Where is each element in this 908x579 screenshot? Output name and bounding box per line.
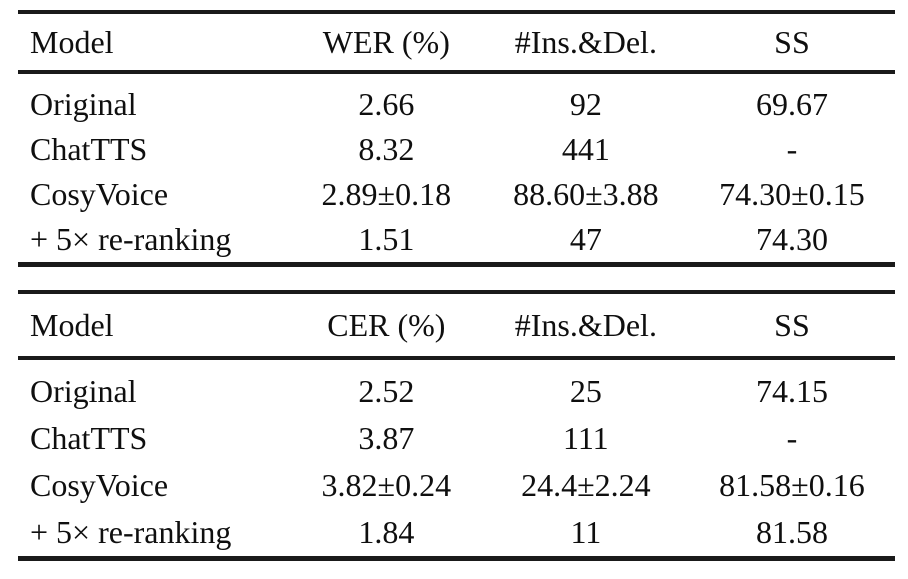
table-row: ChatTTS 3.87 111 - bbox=[18, 415, 895, 462]
value-cell: 81.58±0.16 bbox=[719, 467, 865, 503]
cer-header-insdel: #Ins.&Del. bbox=[514, 306, 657, 343]
model-cell: ChatTTS bbox=[30, 420, 148, 456]
model-cell: + 5× re-ranking bbox=[30, 221, 232, 257]
model-cell: CosyVoice bbox=[30, 176, 169, 212]
value-cell: 2.89±0.18 bbox=[321, 176, 452, 212]
value-cell: 92 bbox=[569, 86, 602, 122]
wer-header-insdel: #Ins.&Del. bbox=[514, 23, 657, 60]
cer-table: Model CER (%) #Ins.&Del. SS Original 2.5… bbox=[18, 290, 895, 561]
cer-header-cer: CER (%) bbox=[327, 306, 446, 343]
value-cell: 2.66 bbox=[358, 86, 415, 122]
value-cell: 3.82±0.24 bbox=[321, 467, 452, 503]
cer-header-ss: SS bbox=[774, 306, 810, 343]
wer-table: Model WER (%) #Ins.&Del. SS Original 2.6… bbox=[18, 10, 895, 267]
model-cell: CosyVoice bbox=[30, 467, 169, 503]
model-cell: + 5× re-ranking bbox=[30, 514, 232, 550]
value-cell: 69.67 bbox=[755, 86, 828, 122]
table-row: Original 2.52 25 74.15 bbox=[18, 358, 895, 415]
cer-header-model: Model bbox=[30, 306, 114, 343]
value-cell: 81.58 bbox=[755, 514, 828, 550]
wer-header-model: Model bbox=[30, 23, 114, 60]
value-cell: 1.84 bbox=[358, 514, 415, 550]
wer-header-wer: WER (%) bbox=[322, 23, 450, 60]
value-cell: 74.30 bbox=[755, 221, 828, 257]
value-cell: 441 bbox=[561, 131, 610, 167]
wer-header-ss: SS bbox=[774, 23, 810, 60]
model-cell: ChatTTS bbox=[30, 131, 148, 167]
model-cell: Original bbox=[30, 373, 137, 409]
cer-table-header-row: Model CER (%) #Ins.&Del. SS bbox=[18, 292, 895, 358]
model-cell: Original bbox=[30, 86, 137, 122]
value-cell: 2.52 bbox=[358, 373, 415, 409]
wer-table-header-row: Model WER (%) #Ins.&Del. SS bbox=[18, 12, 895, 72]
value-cell: - bbox=[786, 131, 798, 167]
value-cell: 24.4±2.24 bbox=[521, 467, 651, 503]
value-cell: 74.15 bbox=[755, 373, 828, 409]
value-cell: 111 bbox=[563, 420, 609, 456]
table-row: + 5× re-ranking 1.84 11 81.58 bbox=[18, 509, 895, 559]
value-cell: 74.30±0.15 bbox=[719, 176, 865, 212]
table-row: + 5× re-ranking 1.51 47 74.30 bbox=[18, 217, 895, 265]
value-cell: 47 bbox=[569, 221, 602, 257]
value-cell: 8.32 bbox=[358, 131, 415, 167]
value-cell: 11 bbox=[570, 514, 602, 550]
table-row: ChatTTS 8.32 441 - bbox=[18, 127, 895, 172]
paper-page: Model WER (%) #Ins.&Del. SS Original 2.6… bbox=[0, 10, 908, 579]
value-cell: 1.51 bbox=[358, 221, 415, 257]
value-cell: 3.87 bbox=[358, 420, 415, 456]
table-row: Original 2.66 92 69.67 bbox=[18, 72, 895, 127]
table-row: CosyVoice 3.82±0.24 24.4±2.24 81.58±0.16 bbox=[18, 462, 895, 509]
value-cell: - bbox=[786, 420, 798, 456]
value-cell: 88.60±3.88 bbox=[513, 176, 659, 212]
table-row: CosyVoice 2.89±0.18 88.60±3.88 74.30±0.1… bbox=[18, 172, 895, 217]
value-cell: 25 bbox=[569, 373, 602, 409]
